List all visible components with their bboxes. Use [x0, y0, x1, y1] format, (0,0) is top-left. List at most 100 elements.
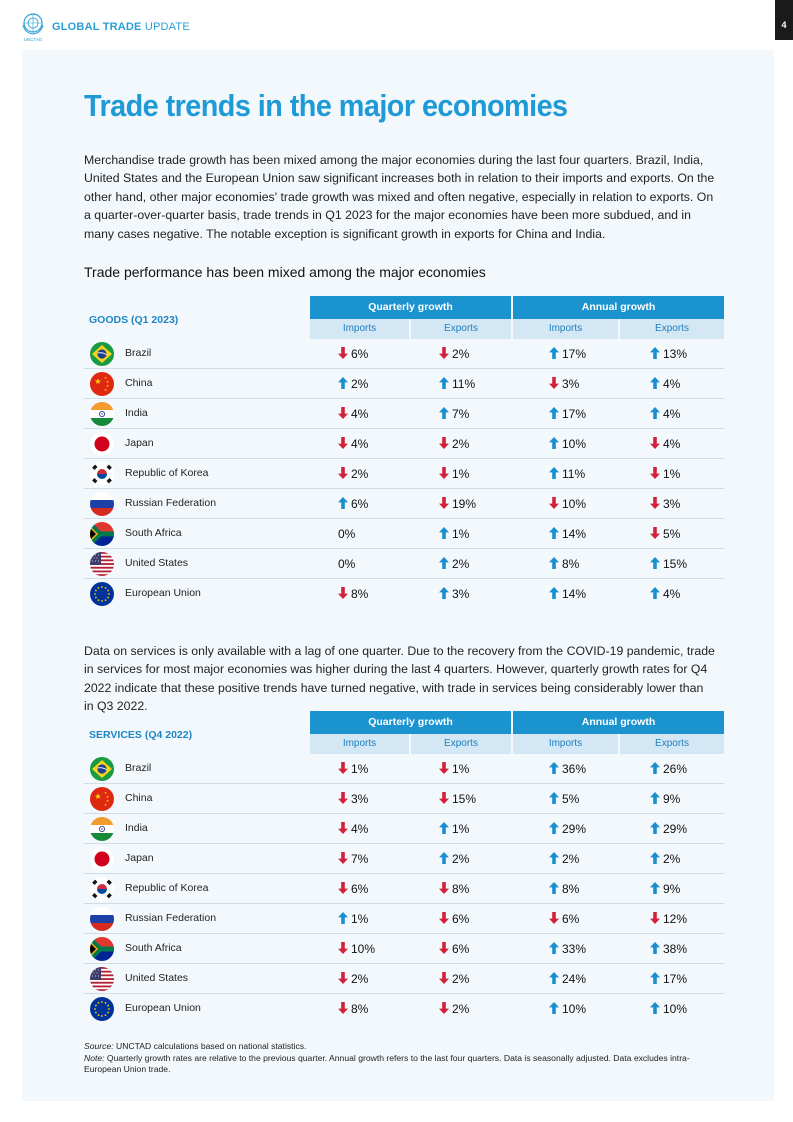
table-row: Japan 4% 2% 10% 4% [84, 429, 724, 459]
growth-value: 3% [351, 792, 369, 806]
publication-name: GLOBAL TRADE UPDATE [52, 21, 190, 33]
southafrica-flag-icon [90, 522, 114, 546]
q-imp-cell: 0% [338, 557, 355, 571]
q-imp-cell: 1% [338, 912, 368, 926]
q-exp-cell: 1% [439, 467, 469, 481]
arrow-up-icon [650, 377, 660, 389]
goods-rows: Brazil 6% 2% 17% 13% ★ ★ ★ ★ ★ China 2% 11% 3% 4% India… [84, 339, 724, 609]
growth-value: 8% [351, 587, 369, 601]
a-imp-cell: 10% [549, 437, 586, 451]
korea-flag-icon [90, 462, 114, 486]
arrow-down-icon [338, 972, 348, 984]
q-exp-cell: 2% [439, 852, 469, 866]
arrow-up-icon [439, 587, 449, 599]
country-name: Republic of Korea [125, 467, 209, 479]
q-imp-cell: 2% [338, 467, 368, 481]
growth-value: 19% [452, 497, 477, 511]
growth-value: 15% [663, 557, 688, 571]
a-imp-cell: 17% [549, 347, 586, 361]
growth-value: 2% [351, 467, 369, 481]
q-imp-cell: 4% [338, 822, 368, 836]
growth-value: 5% [663, 527, 681, 541]
table-row: ★ ★ ★ ★ ★ China 2% 11% 3% 4% [84, 369, 724, 399]
table-row: United States 2% 2% 24% 17% [84, 964, 724, 994]
growth-value: 6% [562, 912, 580, 926]
growth-value: 3% [562, 377, 580, 391]
table-row: South Africa 10% 6% 33% 38% [84, 934, 724, 964]
growth-value: 1% [452, 762, 470, 776]
q-exp-cell: 1% [439, 762, 469, 776]
growth-value: 1% [452, 822, 470, 836]
growth-value: 13% [663, 347, 688, 361]
growth-value: 26% [663, 762, 688, 776]
arrow-down-icon [650, 497, 660, 509]
arrow-up-icon [650, 347, 660, 359]
q-imp-cell: 10% [338, 942, 375, 956]
a-imp-cell: 3% [549, 377, 579, 391]
growth-value: 4% [351, 822, 369, 836]
arrow-up-icon [549, 942, 559, 954]
growth-value: 8% [351, 1002, 369, 1016]
a-exp-cell: 5% [650, 527, 680, 541]
country-name: European Union [125, 1002, 201, 1014]
svg-text:★: ★ [94, 377, 101, 386]
growth-value: 14% [562, 587, 587, 601]
arrow-up-icon [549, 1002, 559, 1014]
q-exp-cell: 6% [439, 942, 469, 956]
arrow-up-icon [549, 822, 559, 834]
growth-value: 38% [663, 942, 688, 956]
growth-value: 10% [351, 942, 376, 956]
growth-value: 2% [351, 377, 369, 391]
q-exp-cell: 6% [439, 912, 469, 926]
arrow-down-icon [439, 467, 449, 479]
svg-text:★: ★ [106, 799, 109, 803]
growth-value: 1% [452, 467, 470, 481]
q-exp-cell: 15% [439, 792, 476, 806]
country-name: South Africa [125, 527, 182, 539]
q-exp-cell: 7% [439, 407, 469, 421]
arrow-up-icon [650, 407, 660, 419]
arrow-up-icon [549, 557, 559, 569]
q-exp-cell: 3% [439, 587, 469, 601]
svg-text:★: ★ [104, 376, 107, 380]
svg-text:★: ★ [104, 791, 107, 795]
growth-value: 2% [452, 437, 470, 451]
svg-text:★: ★ [106, 795, 109, 799]
services-table-title: SERVICES (Q4 2022) [89, 729, 193, 741]
arrow-up-icon [439, 822, 449, 834]
a-imp-cell: 10% [549, 1002, 586, 1016]
india-flag-icon [90, 402, 114, 426]
table-row: Brazil 1% 1% 36% 26% [84, 754, 724, 784]
growth-value: 4% [663, 377, 681, 391]
arrow-up-icon [650, 792, 660, 804]
growth-value: 12% [663, 912, 688, 926]
country-name: Japan [125, 852, 154, 864]
arrow-up-icon [549, 852, 559, 864]
arrow-up-icon [549, 407, 559, 419]
country-name: United States [125, 972, 189, 984]
arrow-down-icon [439, 437, 449, 449]
growth-value: 29% [562, 822, 587, 836]
a-imp-cell: 11% [549, 467, 585, 481]
svg-text:★: ★ [104, 803, 107, 807]
growth-value: 17% [562, 347, 587, 361]
a-imp-cell: 24% [549, 972, 586, 986]
arrow-down-icon [439, 912, 449, 924]
arrow-down-icon [338, 347, 348, 359]
arrow-down-icon [338, 467, 348, 479]
growth-value: 8% [562, 882, 580, 896]
a-exp-cell: 1% [650, 467, 680, 481]
growth-value: 6% [351, 497, 369, 511]
a-imp-cell: 33% [549, 942, 586, 956]
arrow-up-icon [650, 882, 660, 894]
q-imp-cell: 2% [338, 972, 368, 986]
arrow-up-icon [549, 467, 559, 479]
southafrica-flag-icon [90, 937, 114, 961]
q-exp-cell: 2% [439, 1002, 469, 1016]
services-rows: Brazil 1% 1% 36% 26% ★ ★ ★ ★ ★ China 3% 15% 5% 9% India… [84, 754, 724, 1024]
q-exp-cell: 2% [439, 437, 469, 451]
country-name: Brazil [125, 347, 152, 359]
arrow-down-icon [439, 792, 449, 804]
q-exp-cell: 1% [439, 822, 469, 836]
growth-value: 24% [562, 972, 587, 986]
